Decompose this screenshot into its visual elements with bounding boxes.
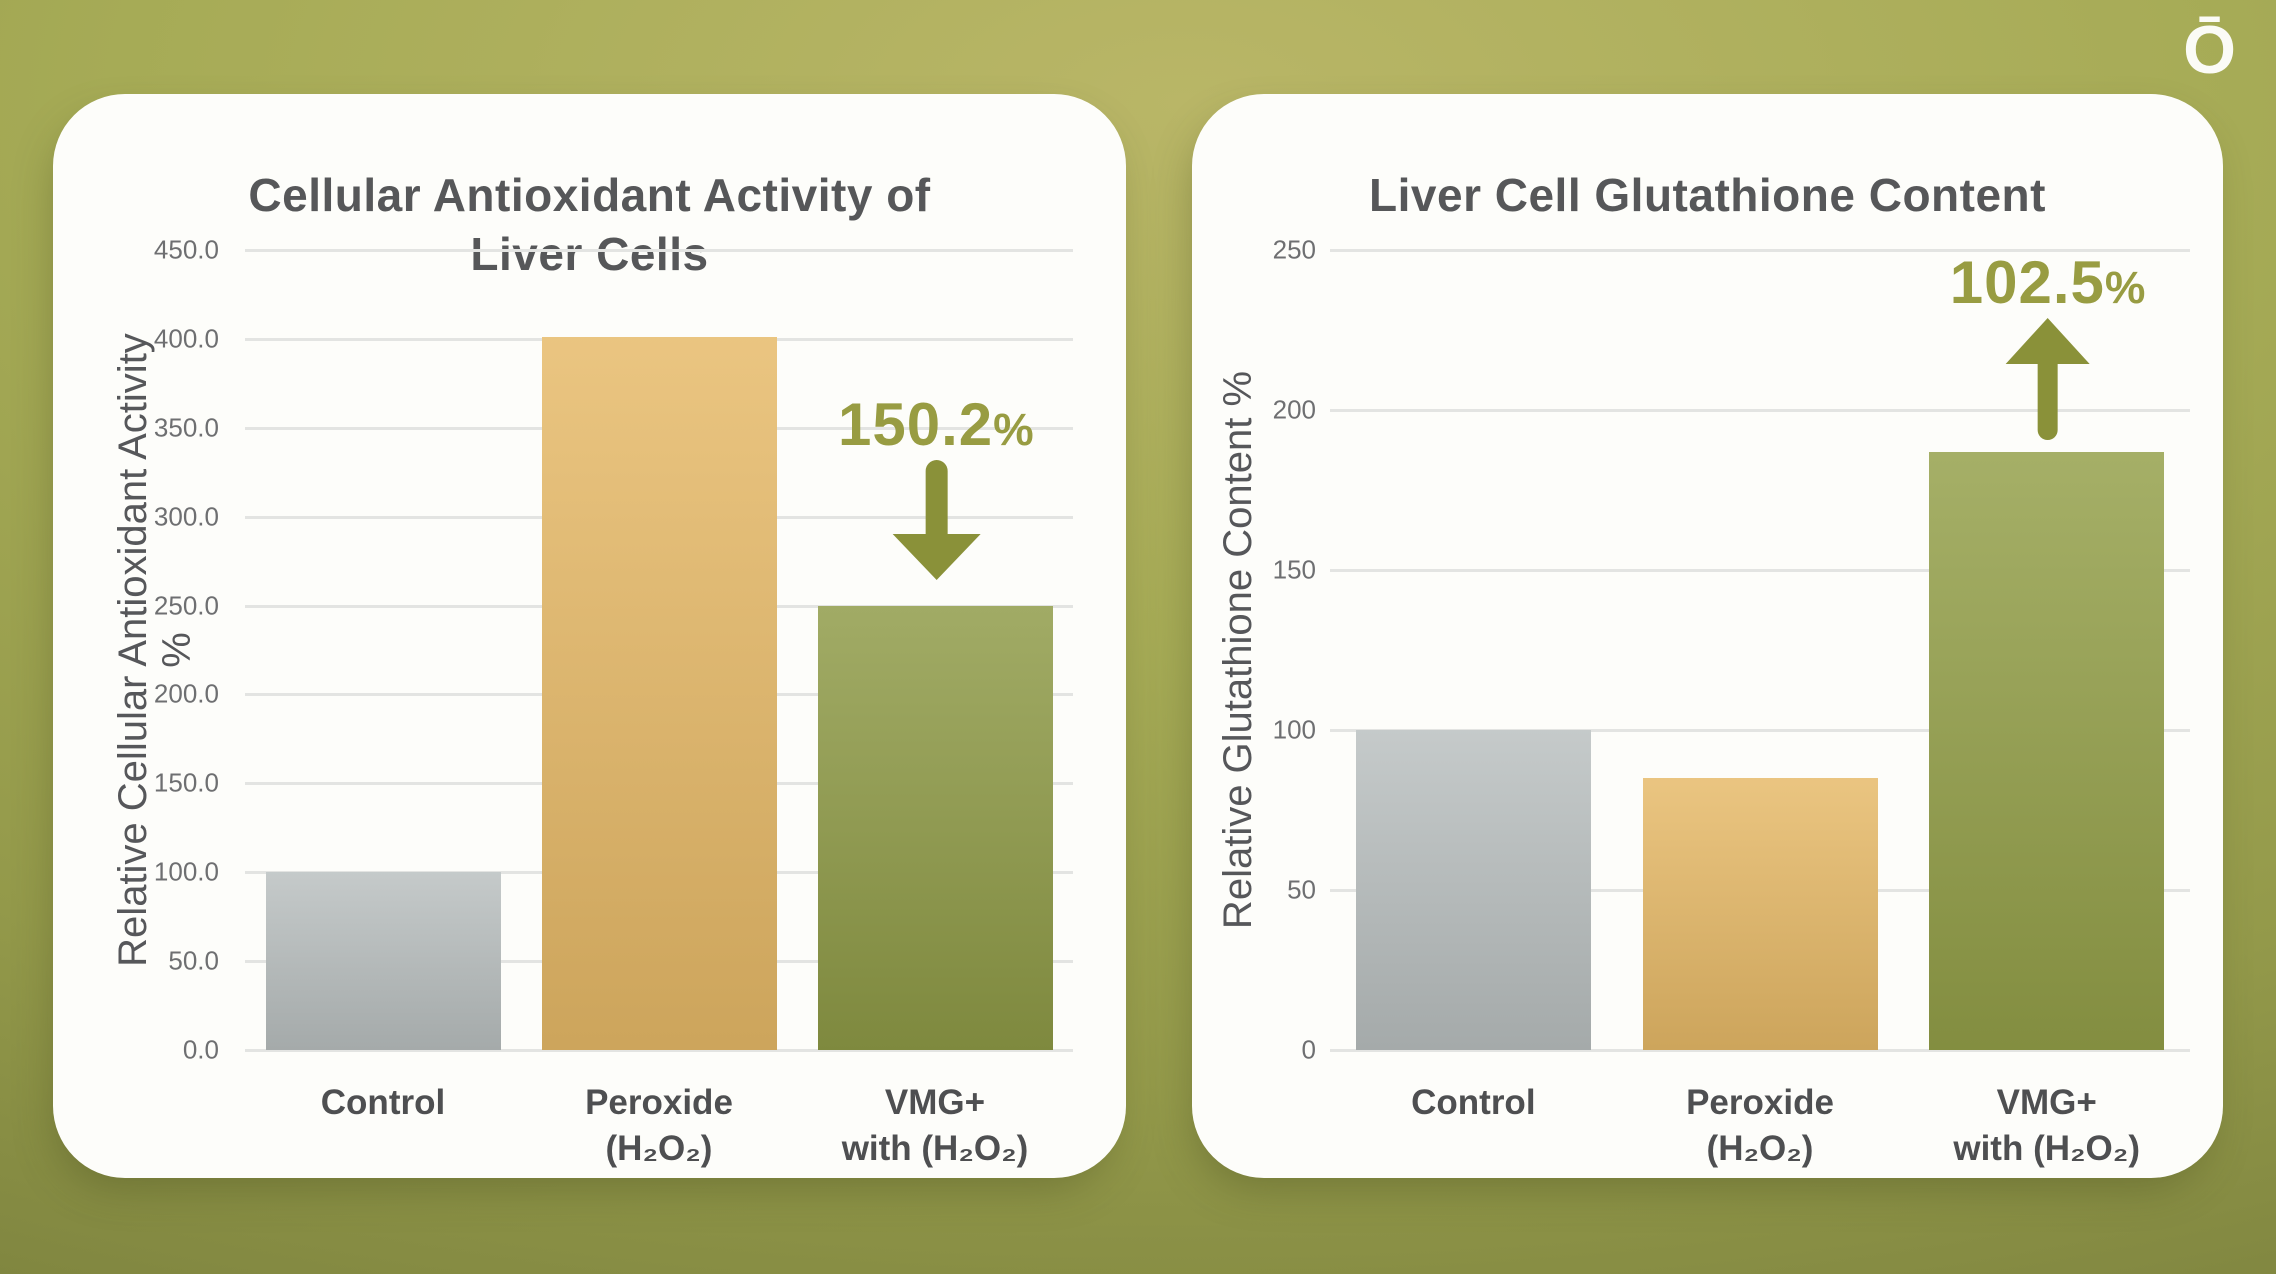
bars: [1330, 250, 2190, 1050]
chart-card-antioxidant-activity: Cellular Antioxidant Activity of Liver C…: [53, 94, 1126, 1178]
chart-title: Liver Cell Glutathione Content: [1369, 169, 2046, 221]
y-tick-label: 350.0: [153, 412, 219, 443]
x-axis-labels: Control Peroxide (H₂O₂) VMG+ with (H₂O₂): [1330, 1080, 2190, 1172]
bar: [817, 606, 1053, 1050]
y-tick-label: 0.0: [182, 1034, 219, 1065]
y-tick-label: 200.0: [153, 678, 219, 709]
brand-logo: Ō: [2183, 12, 2236, 88]
x-axis-category-label: Control: [320, 1083, 446, 1122]
x-axis-category-label: Peroxide (H₂O₂): [1686, 1083, 1834, 1169]
y-tick-label: 200: [1272, 394, 1316, 425]
bars: [245, 250, 1073, 1050]
y-tick-label: 100: [1272, 714, 1316, 745]
bar-slot: [521, 250, 797, 1050]
y-tick-label: 250: [1272, 234, 1316, 265]
chart-card-glutathione-content: Liver Cell Glutathione Content Relative …: [1192, 94, 2223, 1178]
bar: [265, 872, 501, 1050]
plot-area: 102.5% 0 50 100 150 200 250: [1273, 235, 2190, 1065]
y-axis-label-wrap: Relative Cellular Antioxidant Activity %: [75, 250, 235, 1050]
y-tick-label: 150.0: [153, 767, 219, 798]
grid-line: [1330, 409, 2190, 412]
grid-line: [1330, 729, 2190, 732]
bar-slot: [1330, 250, 1617, 1050]
y-tick-label: 100.0: [153, 856, 219, 887]
bar: [1642, 778, 1878, 1050]
bar: [1355, 730, 1591, 1050]
bar-slot: [1617, 250, 1904, 1050]
y-axis-label: Relative Glutathione Content %: [1216, 370, 1260, 930]
bar-slot: [245, 250, 521, 1050]
grid-line: [245, 249, 1073, 252]
y-tick-label: 50: [1287, 874, 1316, 905]
bar-slot: [797, 250, 1073, 1050]
grid-line: [1330, 569, 2190, 572]
y-tick-label: 400.0: [153, 323, 219, 354]
x-axis-category-label: Peroxide (H₂O₂): [585, 1083, 733, 1169]
plot-area: 150.2% 0.0 50.0 100.0 150.0 200.0 250.0 300.0 3…: [154, 235, 1073, 1065]
y-tick-label: 50.0: [168, 945, 219, 976]
y-tick-label: 450.0: [153, 234, 219, 265]
x-axis-category-label: VMG+ with (H₂O₂): [841, 1083, 1029, 1169]
grid-line: [1330, 1049, 2190, 1052]
x-axis-category-label: VMG+ with (H₂O₂): [1953, 1083, 2140, 1169]
x-axis-category-label: Control: [1411, 1083, 1536, 1122]
grid-line: [1330, 249, 2190, 252]
y-axis-label-wrap: Relative Glutathione Content %: [1158, 250, 1318, 1050]
chart-title: Cellular Antioxidant Activity of Liver C…: [248, 169, 931, 280]
y-tick-label: 0: [1301, 1034, 1316, 1065]
grid-line: [245, 1049, 1073, 1052]
y-tick-label: 150: [1272, 554, 1316, 585]
bar: [541, 337, 777, 1050]
y-tick-label: 300.0: [153, 501, 219, 532]
bar: [1929, 452, 2165, 1050]
bar-slot: [1903, 250, 2190, 1050]
y-tick-label: 250.0: [153, 590, 219, 621]
x-axis-labels: Control Peroxide (H₂O₂) VMG+ with (H₂O₂): [245, 1080, 1073, 1172]
